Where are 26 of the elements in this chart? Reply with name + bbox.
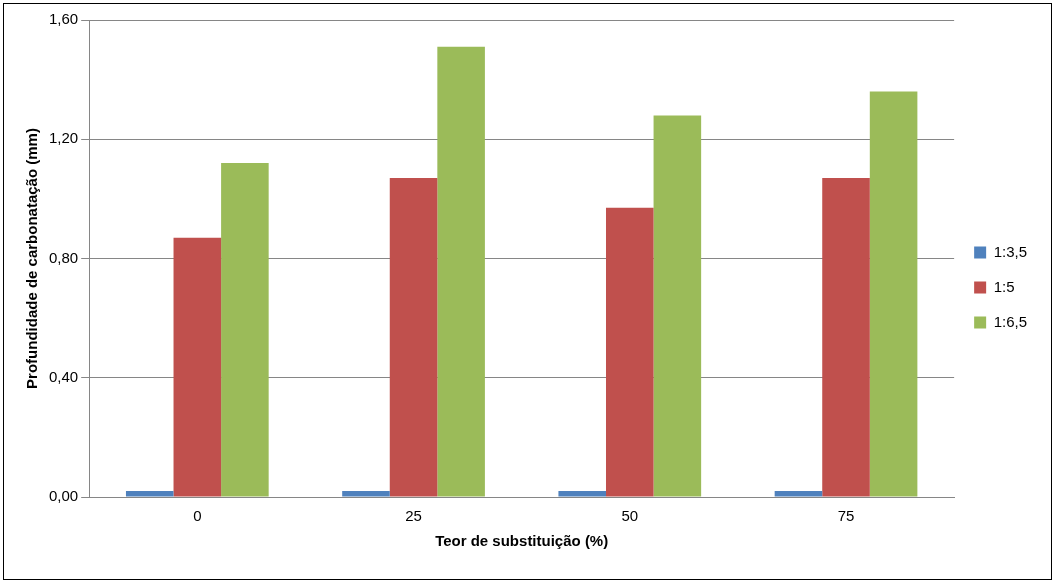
legend-label: 1:3,5: [993, 242, 1028, 260]
bar: [342, 491, 390, 497]
bar: [437, 46, 485, 497]
bar: [774, 491, 823, 497]
y-tick-label: 1,60: [48, 10, 79, 28]
y-tick-label: 0,00: [48, 487, 79, 505]
bar: [653, 115, 702, 497]
legend-label: 1:5: [993, 277, 1015, 295]
bar: [389, 178, 438, 497]
x-tick-label: 0: [193, 507, 202, 525]
y-tick-label: 0,80: [48, 248, 79, 266]
x-axis-title: Teor de substituição (%): [435, 532, 609, 550]
x-tick-label: 50: [621, 507, 639, 525]
bar: [125, 491, 174, 497]
bar: [606, 207, 654, 497]
y-tick-label: 1,20: [48, 129, 79, 147]
bar: [221, 163, 269, 497]
legend-label: 1:6,5: [993, 312, 1028, 330]
x-tick-label: 75: [837, 507, 855, 525]
bar: [869, 91, 918, 497]
x-tick-label: 25: [405, 507, 422, 525]
bar: [822, 178, 870, 497]
y-tick-label: 0,40: [48, 367, 79, 385]
bar: [558, 491, 606, 497]
y-axis-title: Profundidade de carbonatação (mm): [23, 128, 41, 389]
bar: [173, 237, 222, 497]
